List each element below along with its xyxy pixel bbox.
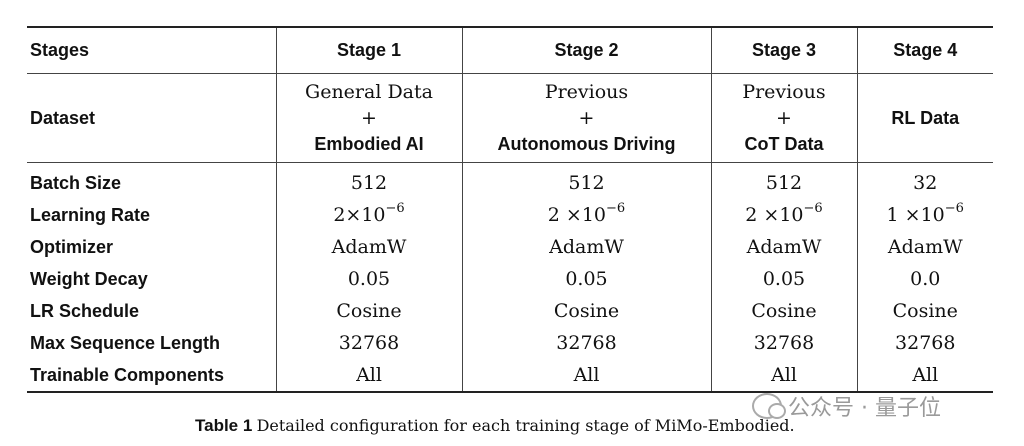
lr-base: 2 ×10 [547, 204, 607, 226]
table-cell: AdamW [275, 231, 462, 263]
table-row: Learning Rate 2×10−6 2 ×10−6 2 ×10−6 1 ×… [27, 199, 993, 231]
table-cell: Cosine [710, 295, 857, 327]
dataset-cell: General Data + Embodied AI [275, 73, 462, 163]
table-cell: All [275, 359, 462, 392]
table-cell: All [710, 359, 857, 392]
lr-exponent: −6 [606, 201, 626, 216]
dataset-line1: Previous [544, 80, 629, 103]
plus-sign: + [776, 106, 792, 129]
table-cell: 512 [710, 167, 857, 199]
table-cell: 0.05 [461, 263, 711, 295]
section-rule [27, 162, 993, 167]
plus-sign: + [361, 106, 377, 129]
row-label: Dataset [27, 73, 276, 163]
table-caption: Table 1 Detailed configuration for each … [195, 416, 895, 436]
row-label: Batch Size [30, 172, 122, 193]
dataset-value: RL Data [891, 107, 960, 128]
caption-text: Detailed configuration for each training… [256, 416, 795, 435]
table-cell: 32768 [710, 327, 857, 359]
table-cell: 512 [461, 167, 711, 199]
row-label: LR Schedule [30, 300, 140, 321]
config-table-container: Stages Stage 1 Stage 2 Stage 3 Stage 4 D… [27, 26, 993, 394]
table-cell: All [461, 359, 711, 392]
config-table: Stages Stage 1 Stage 2 Stage 3 Stage 4 D… [27, 26, 993, 394]
table-cell: 2 ×10−6 [710, 199, 857, 231]
table-row: Batch Size 512 512 512 32 [27, 167, 993, 199]
table-cell: 32 [856, 167, 993, 199]
table-cell: 0.0 [856, 263, 993, 295]
header-cell: Stage 1 [275, 28, 462, 74]
row-label: Weight Decay [30, 268, 148, 289]
lr-base: 2×10 [333, 204, 386, 226]
table-cell: 32768 [856, 327, 993, 359]
table-cell: Cosine [461, 295, 711, 327]
table-cell: Cosine [856, 295, 993, 327]
table-row: Weight Decay 0.05 0.05 0.05 0.0 [27, 263, 993, 295]
lr-exponent: −6 [803, 201, 823, 216]
table-cell: 2×10−6 [275, 199, 462, 231]
lr-exponent: −6 [385, 201, 405, 216]
plus-sign: + [578, 106, 595, 129]
table-cell: AdamW [710, 231, 857, 263]
watermark-text: 公众号 · 量子位 [788, 396, 941, 421]
dataset-line2: Embodied AI [314, 133, 424, 154]
table-row: Optimizer AdamW AdamW AdamW AdamW [27, 231, 993, 263]
dataset-line1: General Data [305, 80, 433, 103]
row-label: Trainable Components [30, 364, 225, 385]
table-cell: 32768 [461, 327, 711, 359]
table-header: Stages Stage 1 Stage 2 Stage 3 Stage 4 [27, 28, 993, 74]
row-label: Optimizer [30, 236, 114, 257]
table-cell: AdamW [461, 231, 711, 263]
table-row: Trainable Components All All All All [27, 359, 993, 392]
table-cell: 32768 [275, 327, 462, 359]
row-label: Learning Rate [30, 204, 151, 225]
dataset-line1: Previous [742, 80, 826, 103]
watermark: 公众号 · 量子位 [752, 390, 941, 422]
wechat-icon [752, 393, 786, 419]
dataset-row: Dataset General Data + Embodied AI Previ… [27, 73, 993, 163]
caption-label: Table 1 [195, 416, 253, 435]
table-cell: 512 [275, 167, 462, 199]
table-cell: Cosine [275, 295, 462, 327]
table-cell: 0.05 [710, 263, 857, 295]
table-row: LR Schedule Cosine Cosine Cosine Cosine [27, 295, 993, 327]
table-cell: 0.05 [275, 263, 462, 295]
dataset-cell: Previous + Autonomous Driving [461, 73, 711, 163]
header-cell: Stages [27, 28, 276, 74]
header-cell: Stage 3 [710, 28, 857, 74]
row-label: Max Sequence Length [30, 332, 221, 353]
header-cell: Stage 4 [856, 28, 993, 74]
table-cell: All [856, 359, 993, 392]
dataset-line2: Autonomous Driving [497, 133, 676, 154]
dataset-cell: Previous + CoT Data [710, 73, 857, 163]
table-cell: 1 ×10−6 [856, 199, 993, 231]
dataset-line2: CoT Data [744, 133, 824, 154]
table-cell: AdamW [856, 231, 993, 263]
table-row: Max Sequence Length 32768 32768 32768 32… [27, 327, 993, 359]
header-cell: Stage 2 [461, 28, 711, 74]
lr-base: 2 ×10 [745, 204, 804, 226]
table-cell: 2 ×10−6 [461, 199, 711, 231]
lr-exponent: −6 [944, 201, 964, 216]
dataset-cell: RL Data [856, 73, 993, 163]
lr-base: 1 ×10 [886, 204, 945, 226]
